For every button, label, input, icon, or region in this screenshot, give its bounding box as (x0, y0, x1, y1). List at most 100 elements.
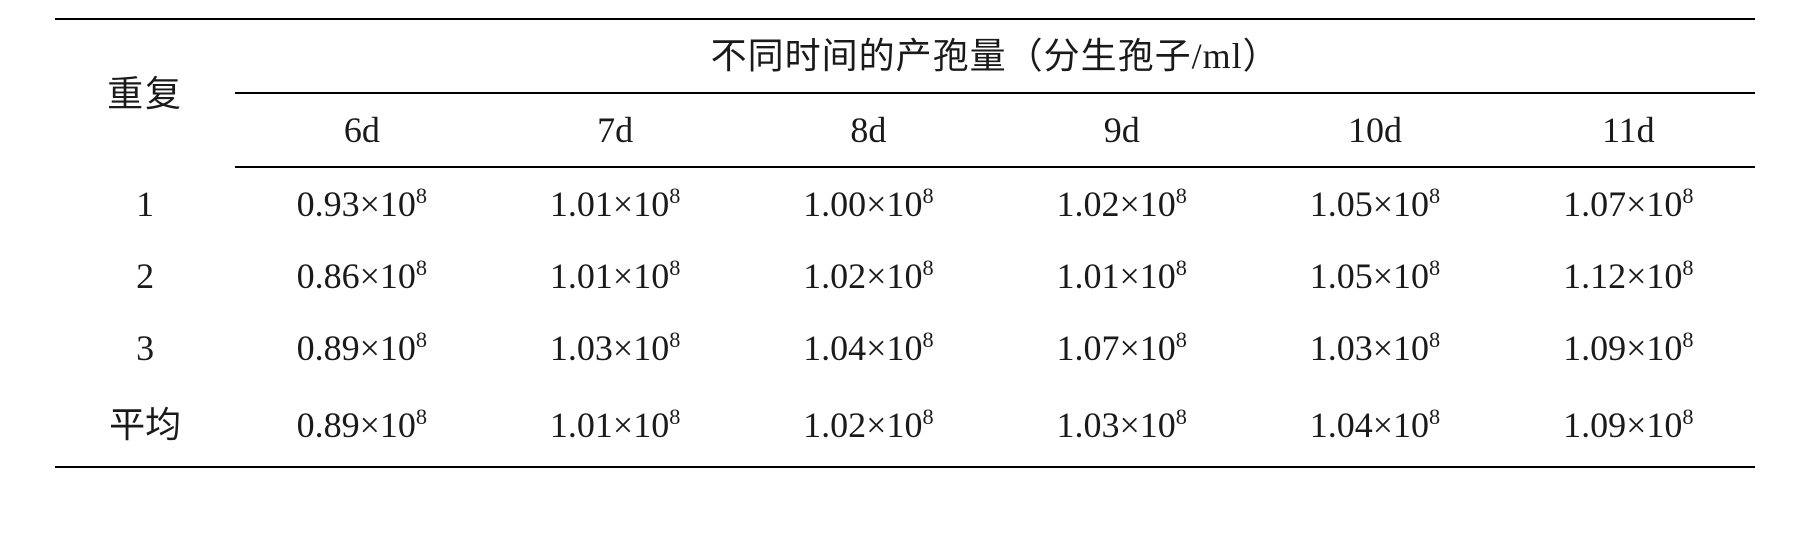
times: ×10 (1626, 184, 1682, 224)
cell: 1.02×108 (742, 240, 995, 312)
times: ×10 (360, 256, 416, 296)
cell: 1.07×108 (1502, 167, 1755, 240)
exponent: 8 (1176, 183, 1187, 208)
mantissa: 1.02 (803, 256, 866, 296)
col-header-8d: 8d (742, 93, 995, 167)
times: ×10 (1373, 405, 1429, 445)
times: ×10 (866, 328, 922, 368)
mantissa: 1.04 (803, 328, 866, 368)
mantissa: 0.93 (297, 184, 360, 224)
cell: 0.89×108 (235, 384, 488, 467)
times: ×10 (1119, 256, 1175, 296)
cell: 1.03×108 (488, 312, 741, 384)
col-header-repeat: 重复 (55, 19, 235, 167)
exponent: 8 (1682, 327, 1693, 352)
exponent: 8 (922, 255, 933, 280)
exponent: 8 (1176, 255, 1187, 280)
mantissa: 1.03 (1056, 405, 1119, 445)
cell: 1.09×108 (1502, 384, 1755, 467)
page: 重复 不同时间的产孢量（分生孢子/ml） 6d 7d 8d 9d 10d 11d… (0, 18, 1800, 548)
exponent: 8 (1682, 404, 1693, 429)
mantissa: 1.02 (1056, 184, 1119, 224)
col-header-9d: 9d (995, 93, 1248, 167)
exponent: 8 (922, 327, 933, 352)
mantissa: 1.05 (1310, 256, 1373, 296)
times: ×10 (1119, 328, 1175, 368)
times: ×10 (866, 256, 922, 296)
cell: 1.03×108 (1248, 312, 1501, 384)
mantissa: 1.03 (1310, 328, 1373, 368)
times: ×10 (1373, 256, 1429, 296)
cell: 1.01×108 (995, 240, 1248, 312)
times: ×10 (613, 256, 669, 296)
mantissa: 0.89 (297, 328, 360, 368)
col-header-span: 不同时间的产孢量（分生孢子/ml） (235, 19, 1755, 93)
exponent: 8 (669, 255, 680, 280)
cell: 1.02×108 (995, 167, 1248, 240)
header-row-2: 6d 7d 8d 9d 10d 11d (55, 93, 1755, 167)
exponent: 8 (1429, 327, 1440, 352)
times: ×10 (1119, 405, 1175, 445)
cell: 1.03×108 (995, 384, 1248, 467)
cell: 0.89×108 (235, 312, 488, 384)
times: ×10 (866, 405, 922, 445)
exponent: 8 (1176, 404, 1187, 429)
col-header-6d: 6d (235, 93, 488, 167)
cell: 1.12×108 (1502, 240, 1755, 312)
table-row: 1 0.93×108 1.01×108 1.00×108 1.02×108 1.… (55, 167, 1755, 240)
exponent: 8 (416, 327, 427, 352)
times: ×10 (360, 328, 416, 368)
table-row-average: 平均 0.89×108 1.01×108 1.02×108 1.03×108 1… (55, 384, 1755, 467)
cell: 1.07×108 (995, 312, 1248, 384)
times: ×10 (1626, 405, 1682, 445)
row-label: 平均 (55, 384, 235, 467)
times: ×10 (613, 328, 669, 368)
exponent: 8 (922, 404, 933, 429)
exponent: 8 (669, 404, 680, 429)
mantissa: 1.05 (1310, 184, 1373, 224)
mantissa: 1.01 (550, 256, 613, 296)
times: ×10 (1626, 256, 1682, 296)
times: ×10 (613, 184, 669, 224)
exponent: 8 (922, 183, 933, 208)
cell: 1.09×108 (1502, 312, 1755, 384)
times: ×10 (1373, 328, 1429, 368)
mantissa: 0.86 (297, 256, 360, 296)
cell: 1.01×108 (488, 240, 741, 312)
cell: 0.86×108 (235, 240, 488, 312)
mantissa: 0.89 (297, 405, 360, 445)
exponent: 8 (1176, 327, 1187, 352)
exponent: 8 (416, 404, 427, 429)
col-header-10d: 10d (1248, 93, 1501, 167)
table-row: 2 0.86×108 1.01×108 1.02×108 1.01×108 1.… (55, 240, 1755, 312)
exponent: 8 (416, 183, 427, 208)
mantissa: 1.01 (550, 405, 613, 445)
table-row: 3 0.89×108 1.03×108 1.04×108 1.07×108 1.… (55, 312, 1755, 384)
exponent: 8 (416, 255, 427, 280)
exponent: 8 (669, 327, 680, 352)
times: ×10 (1373, 184, 1429, 224)
mantissa: 1.07 (1563, 184, 1626, 224)
cell: 1.00×108 (742, 167, 995, 240)
mantissa: 1.00 (803, 184, 866, 224)
exponent: 8 (1429, 404, 1440, 429)
mantissa: 1.12 (1563, 256, 1626, 296)
cell: 1.04×108 (742, 312, 995, 384)
cell: 1.05×108 (1248, 167, 1501, 240)
row-label: 3 (55, 312, 235, 384)
mantissa: 1.03 (550, 328, 613, 368)
row-label: 1 (55, 167, 235, 240)
cell: 0.93×108 (235, 167, 488, 240)
exponent: 8 (1682, 183, 1693, 208)
mantissa: 1.07 (1056, 328, 1119, 368)
times: ×10 (1626, 328, 1682, 368)
times: ×10 (866, 184, 922, 224)
times: ×10 (613, 405, 669, 445)
cell: 1.02×108 (742, 384, 995, 467)
mantissa: 1.09 (1563, 328, 1626, 368)
times: ×10 (1119, 184, 1175, 224)
exponent: 8 (1429, 255, 1440, 280)
col-header-11d: 11d (1502, 93, 1755, 167)
mantissa: 1.01 (1056, 256, 1119, 296)
exponent: 8 (1682, 255, 1693, 280)
